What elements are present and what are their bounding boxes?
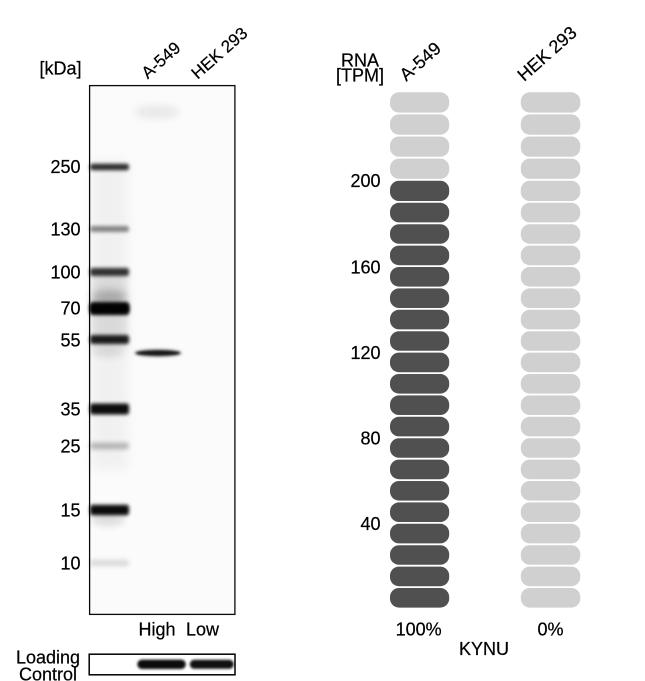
svg-text:120: 120 [350, 343, 380, 363]
svg-text:[TPM]: [TPM] [336, 66, 384, 86]
svg-text:200: 200 [350, 171, 380, 191]
svg-text:15: 15 [60, 501, 80, 521]
svg-text:25: 25 [60, 437, 80, 457]
svg-text:10: 10 [60, 554, 80, 574]
svg-text:250: 250 [50, 157, 80, 177]
svg-text:80: 80 [360, 429, 380, 449]
svg-text:RNA: RNA [341, 51, 379, 71]
svg-text:55: 55 [60, 331, 80, 351]
svg-text:Low: Low [186, 620, 220, 640]
svg-text:0%: 0% [537, 620, 563, 640]
svg-text:40: 40 [360, 514, 380, 534]
svg-text:[kDa]: [kDa] [39, 59, 81, 79]
svg-text:70: 70 [60, 299, 80, 319]
svg-text:Loading: Loading [16, 648, 80, 668]
svg-text:100: 100 [50, 263, 80, 283]
svg-text:KYNU: KYNU [459, 639, 509, 659]
svg-text:130: 130 [50, 220, 80, 240]
svg-text:160: 160 [350, 257, 380, 277]
svg-text:High: High [138, 620, 175, 640]
svg-text:100%: 100% [396, 620, 442, 640]
svg-text:35: 35 [60, 400, 80, 420]
svg-text:Control: Control [19, 665, 77, 681]
